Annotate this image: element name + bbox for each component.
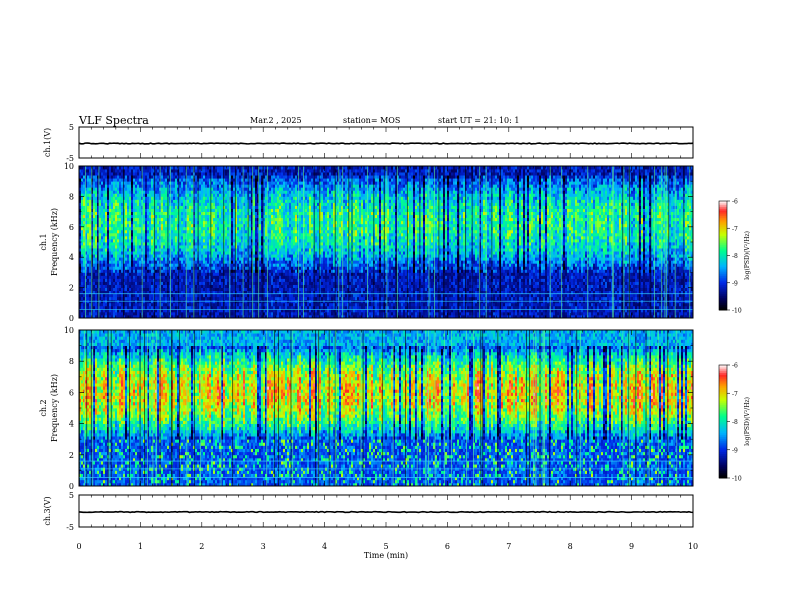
ch3-waveform-panel: 5 -5 ch.3(V) 0 1 2 3 4 5 6 7 8 9 10 Time (min) (43, 491, 698, 560)
ch2-spectrogram-ytick-label: 10 (64, 326, 74, 335)
ch3-waveform-trace (79, 512, 693, 513)
ch2-spectrogram-ytick-label: 0 (69, 482, 74, 491)
ch1-spectrogram-colorbar-tick: -8 (732, 253, 738, 260)
ch2-spectrogram-colorbar-tick: -7 (732, 391, 738, 398)
ch2-spectrogram-ytick-label: 8 (69, 357, 74, 366)
xaxis-label: Time (min) (364, 551, 408, 560)
ch1-spectrogram-ytick-label: 0 (69, 314, 74, 323)
ch1-spectrogram-colorbar-tick: -6 (732, 199, 738, 206)
ch2-spectrogram-colorbar: -6 -7 -8 -9 -10 log(PSD)(V²/Hz) (719, 363, 751, 483)
ch2-spectrogram-colorbar-label: log(PSD)(V²/Hz) (744, 397, 751, 446)
ch1-spectrogram-ytick-label: 4 (69, 253, 74, 262)
xtick-label: 4 (322, 542, 327, 551)
xtick-label: 8 (568, 542, 573, 551)
ch1-waveform-trace (79, 143, 693, 144)
ch2-spectrogram-ytick-label: 4 (69, 420, 74, 429)
ch1-waveform-ytick-label: 5 (69, 123, 74, 132)
ch1-spectrogram-ytick-label: 2 (69, 284, 74, 293)
ch1-waveform-ylabel: ch.1(V) (43, 128, 52, 157)
vlf-figure: 5 -5 ch.1(V) -6 -7 -8 -9 -10 log(PSD)(V²/Hz) 0 2 4 6… (0, 0, 792, 612)
ch3-waveform-ytick-label: 5 (69, 491, 74, 500)
xtick-label: 10 (688, 542, 698, 551)
ch2-spectrogram-colorbar-tick: -6 (732, 363, 738, 370)
ch1-spectrogram-ylabel-channel: ch.1 (39, 233, 48, 250)
xtick-label: 3 (261, 542, 266, 551)
ch3-waveform-ytick-label: -5 (66, 523, 74, 532)
ch1-spectrogram-ytick-label: 10 (64, 162, 74, 171)
xtick-label: 1 (138, 542, 143, 551)
ch2-spectrogram-colorbar-tick: -8 (732, 419, 738, 426)
ch1-spectrogram-colorbar-tick: -10 (732, 308, 742, 315)
xtick-label: 0 (76, 542, 81, 551)
ch1-spectrogram-colorbar-tick: -7 (732, 226, 738, 233)
ch2-spectrogram-ytick-label: 6 (69, 388, 74, 397)
ch3-waveform-ylabel: ch.3(V) (43, 496, 52, 525)
ch1-spectrogram-cells (79, 166, 693, 318)
ch2-spectrogram-colorbar-tick: -10 (732, 476, 742, 483)
ch2-spectrogram-ylabel-frequency: Frequency (kHz) (50, 374, 59, 442)
ch1-spectrogram-ytick-label: 8 (69, 192, 74, 201)
xtick-label: 6 (445, 542, 450, 551)
ch1-spectrogram-colorbar-label: log(PSD)(V²/Hz) (744, 231, 751, 280)
ch1-spectrogram-ytick-label: 6 (69, 223, 74, 232)
ch2-spectrogram-ylabel-channel: ch.2 (39, 399, 48, 416)
xtick-label: 7 (506, 542, 511, 551)
xtick-label: 9 (629, 542, 634, 551)
ch2-spectrogram-cells (79, 330, 693, 486)
ch1-spectrogram-panel: -6 -7 -8 -9 -10 log(PSD)(V²/Hz) 0 2 4 6 8 10 ch.1 Fre… (39, 162, 751, 323)
ch1-waveform-panel: 5-5ch.1(V) (43, 123, 693, 163)
ch1-spectrogram-colorbar: -6 -7 -8 -9 -10 log(PSD)(V²/Hz) (719, 199, 751, 315)
xtick-label: 2 (199, 542, 204, 551)
ch1-spectrogram-ylabel-frequency: Frequency (kHz) (50, 208, 59, 276)
ch1-spectrogram-colorbar-tick: -9 (732, 280, 738, 287)
ch2-spectrogram-panel: -6 -7 -8 -9 -10 log(PSD)(V²/Hz) 0 2 4 6 8 10 ch.2 Fre… (39, 326, 751, 491)
xtick-label: 5 (383, 542, 388, 551)
ch2-spectrogram-colorbar-tick: -9 (732, 447, 738, 454)
ch2-spectrogram-ytick-label: 2 (69, 451, 74, 460)
